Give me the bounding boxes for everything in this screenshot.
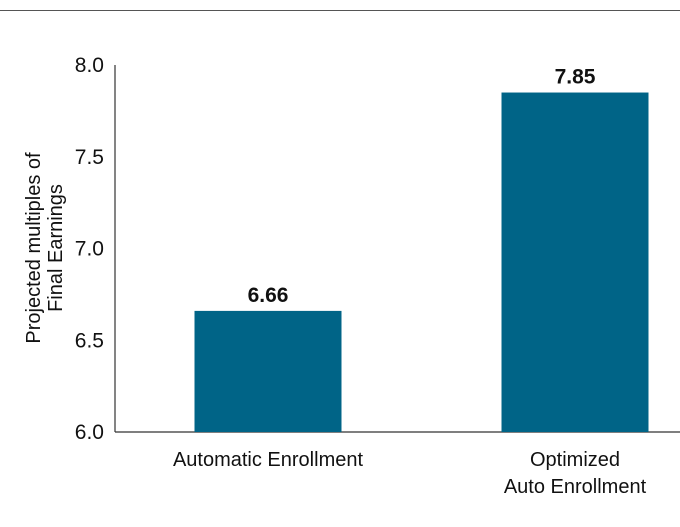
x-category-label-line: Automatic Enrollment xyxy=(173,449,364,471)
x-category-label-line: Optimized xyxy=(530,449,620,471)
x-category-label: Automatic Enrollment xyxy=(173,449,364,471)
y-tick-label: 8.0 xyxy=(75,54,104,77)
y-axis-title-line: Final Earnings xyxy=(45,184,67,312)
bar-value-label: 7.85 xyxy=(555,66,596,89)
chart-axes: 6.0 6.5 7.0 7.5 8.0 Projected multiples ofFin… xyxy=(23,54,680,444)
x-category-label-line: Auto Enrollment xyxy=(504,476,647,498)
top-rule xyxy=(0,10,680,11)
y-tick-label: 7.5 xyxy=(75,146,104,169)
y-axis-title: Projected multiples ofFinal Earnings xyxy=(23,152,67,344)
y-tick-label: 6.5 xyxy=(75,329,104,352)
bar xyxy=(501,92,649,433)
x-category-label: Optimized Auto Enrollment xyxy=(504,449,647,498)
bar-value-label: 6.66 xyxy=(248,284,289,307)
y-tick-label: 6.0 xyxy=(75,421,104,444)
y-axis-title-line: Projected multiples of xyxy=(23,152,45,344)
chart-labels: 6.66 Automatic Enrollment 7.85 Optimized Aut… xyxy=(173,66,647,498)
chart-bars xyxy=(194,92,649,433)
y-tick-label: 7.0 xyxy=(75,238,104,261)
bar xyxy=(194,310,342,432)
